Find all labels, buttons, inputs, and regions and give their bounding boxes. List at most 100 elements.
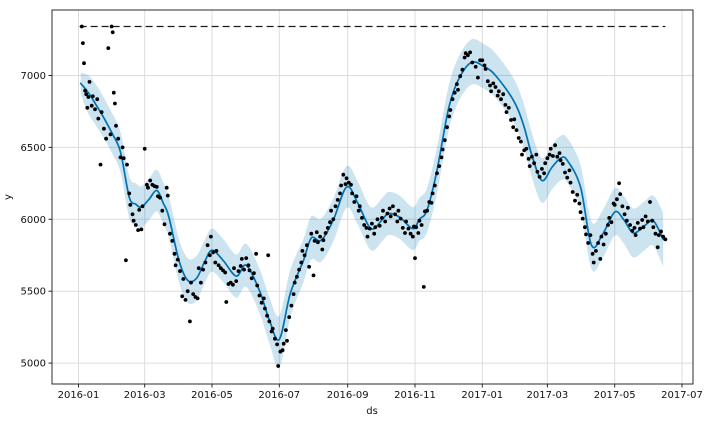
data-point xyxy=(339,183,343,188)
data-point xyxy=(139,227,144,232)
axis-ticks: 2016-01 2016-03 2016-05 2016-07 2016-09 2016-… xyxy=(21,71,703,401)
uncertainty-band xyxy=(80,38,664,369)
data-point xyxy=(338,191,342,196)
data-point xyxy=(606,223,610,227)
data-point xyxy=(512,117,517,122)
data-point xyxy=(488,83,492,88)
data-point xyxy=(209,234,213,239)
data-point xyxy=(89,103,94,108)
data-point xyxy=(148,178,153,183)
data-point xyxy=(470,60,475,65)
data-point xyxy=(244,256,249,260)
data-point xyxy=(553,143,557,148)
data-point xyxy=(578,210,583,215)
data-point xyxy=(548,146,553,151)
data-point xyxy=(128,203,133,207)
x-tick-label: 2017-05 xyxy=(594,390,636,401)
data-point xyxy=(96,116,101,121)
data-point xyxy=(130,212,135,217)
y-tick-label: 5500 xyxy=(21,287,46,298)
x-axis-label: ds xyxy=(366,406,378,417)
data-point xyxy=(114,123,118,128)
data-point xyxy=(404,219,408,224)
data-point xyxy=(364,226,369,230)
data-point xyxy=(195,296,200,301)
data-point xyxy=(180,294,185,299)
data-point xyxy=(318,234,322,239)
data-point xyxy=(503,103,508,107)
data-point xyxy=(118,155,123,160)
data-point xyxy=(590,251,595,256)
data-point xyxy=(596,241,600,245)
data-point xyxy=(388,214,393,219)
data-point xyxy=(567,168,572,173)
data-point xyxy=(656,233,661,238)
data-point xyxy=(489,89,493,94)
y-axis-label: y xyxy=(3,194,14,200)
data-point xyxy=(99,110,104,114)
data-point xyxy=(84,92,89,97)
data-point xyxy=(445,125,449,130)
data-point xyxy=(214,249,219,253)
data-point xyxy=(249,276,254,281)
data-point xyxy=(121,156,126,161)
data-point xyxy=(653,231,658,236)
data-point xyxy=(325,226,330,230)
data-point xyxy=(530,154,534,159)
data-point xyxy=(435,171,439,176)
data-point xyxy=(108,132,113,137)
data-point xyxy=(558,158,563,163)
data-point xyxy=(246,263,251,268)
data-point xyxy=(259,300,264,305)
data-point xyxy=(588,233,593,238)
data-point xyxy=(473,64,478,69)
data-point xyxy=(98,162,103,167)
data-point xyxy=(365,234,370,239)
data-point xyxy=(413,256,417,260)
data-point xyxy=(254,251,258,256)
data-point xyxy=(460,67,465,72)
data-point xyxy=(375,217,380,222)
data-point xyxy=(458,74,463,79)
data-point xyxy=(440,147,445,152)
data-point xyxy=(142,146,147,151)
data-point xyxy=(302,253,307,258)
data-point xyxy=(270,326,275,331)
data-point xyxy=(504,110,509,114)
data-point xyxy=(201,267,206,272)
data-point xyxy=(178,269,182,273)
data-point xyxy=(87,80,92,84)
data-point xyxy=(519,139,523,144)
data-point xyxy=(598,257,603,261)
data-point xyxy=(116,136,121,141)
data-point xyxy=(199,280,203,285)
data-point xyxy=(421,285,426,289)
data-point xyxy=(612,203,617,207)
data-point xyxy=(266,253,271,258)
data-point xyxy=(95,97,100,102)
data-point xyxy=(618,192,623,197)
data-point xyxy=(354,194,359,199)
data-point xyxy=(380,216,384,220)
data-point xyxy=(534,152,539,157)
data-point xyxy=(650,218,655,223)
data-point xyxy=(154,185,159,189)
data-point xyxy=(83,88,87,93)
data-point xyxy=(640,218,645,222)
data-point xyxy=(255,283,260,288)
x-tick-label: 2017-03 xyxy=(527,390,569,401)
data-point xyxy=(273,336,277,341)
data-point xyxy=(462,55,467,60)
data-point xyxy=(216,263,221,268)
data-point xyxy=(311,273,316,278)
data-point xyxy=(520,152,524,157)
data-point xyxy=(170,239,175,243)
data-point xyxy=(120,145,125,150)
data-point xyxy=(594,249,598,253)
data-point xyxy=(137,208,142,212)
x-tick-label: 2017-07 xyxy=(661,390,703,401)
data-point xyxy=(316,240,320,245)
data-point xyxy=(299,260,304,265)
data-point xyxy=(393,212,397,217)
